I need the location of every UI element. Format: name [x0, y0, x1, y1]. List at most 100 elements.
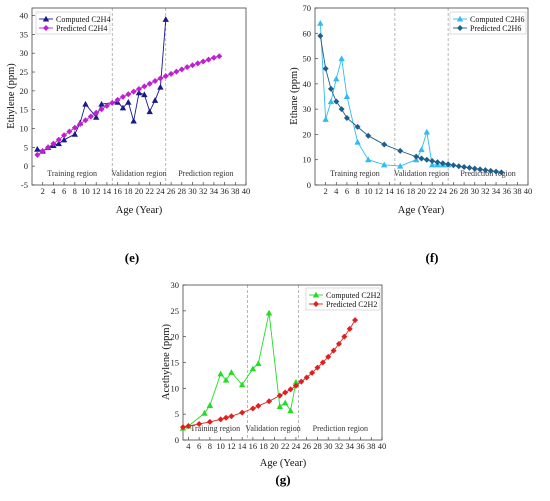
y-axis-label: Ethane (ppm) [289, 67, 300, 125]
data-point [381, 161, 388, 168]
y-tick-label: 20 [303, 129, 312, 139]
x-tick-label: 36 [220, 186, 229, 196]
x-tick-label: 36 [356, 441, 365, 451]
x-tick-label: 14 [238, 441, 247, 451]
y-tick-label: 10 [171, 383, 180, 393]
x-tick-label: 18 [124, 186, 133, 196]
data-point [130, 88, 137, 95]
data-point [423, 128, 431, 135]
data-point [265, 309, 273, 316]
data-point [206, 418, 213, 425]
x-tick-label: 38 [367, 441, 376, 451]
data-point [217, 416, 224, 423]
data-point [223, 414, 230, 421]
data-point [287, 386, 294, 393]
legend-label: Computed C2H6 [470, 15, 524, 24]
x-tick-label: 18 [407, 186, 416, 196]
data-point [335, 340, 342, 347]
x-tick-label: 30 [471, 186, 480, 196]
data-point [292, 382, 299, 389]
data-point [146, 108, 153, 115]
data-point [365, 156, 372, 163]
data-point [314, 364, 321, 371]
data-point [98, 100, 105, 107]
x-tick-label: 22 [145, 186, 154, 196]
data-point [487, 167, 494, 174]
x-tick-label: 34 [345, 441, 354, 451]
x-tick-label: 8 [208, 441, 212, 451]
x-tick-label: 30 [188, 186, 197, 196]
y-tick-label: 20 [171, 332, 180, 342]
data-point [50, 140, 57, 147]
data-point [287, 407, 294, 414]
x-tick-label: 12 [375, 186, 384, 196]
data-point [397, 147, 404, 154]
data-point [319, 359, 326, 366]
x-tick-label: 28 [313, 441, 322, 451]
x-tick-label: 26 [167, 186, 176, 196]
data-point [173, 68, 180, 75]
chart-g: 4 6 8 10 12 14 16 18 20 22 24 26 28 30 32 34 36 38 4005101… [161, 280, 386, 487]
x-tick-label: 38 [513, 186, 522, 196]
x-tick-label: 24 [156, 186, 165, 196]
x-tick-label: 40 [378, 441, 387, 451]
data-point [327, 98, 335, 105]
data-point [292, 378, 300, 385]
x-tick-label: 30 [324, 441, 333, 451]
legend-marker [313, 301, 319, 307]
figure-caption: (f) [426, 250, 439, 265]
data-point [322, 116, 329, 122]
data-point [157, 83, 164, 90]
data-point [325, 353, 332, 360]
data-point [184, 64, 191, 71]
data-point [125, 98, 132, 105]
y-tick-label: 60 [303, 28, 312, 38]
legend-box [35, 11, 111, 35]
y-axis-label: Ethylene (ppm) [6, 63, 17, 129]
region-label: Training region [47, 169, 97, 178]
data-point [471, 165, 478, 172]
data-point [343, 93, 351, 100]
plot-frame [31, 7, 247, 186]
data-point [114, 96, 121, 103]
series-computed-c2h2 [179, 309, 300, 431]
data-point [189, 62, 196, 69]
y-tick-label: 30 [171, 280, 180, 290]
x-tick-label: 10 [81, 186, 90, 196]
data-point [461, 164, 468, 171]
y-tick-label: 5 [24, 142, 28, 152]
data-point [217, 370, 224, 377]
data-point [327, 85, 334, 92]
data-point [34, 146, 41, 152]
data-point [206, 402, 214, 408]
data-point [228, 369, 235, 375]
chart-e: 2 4 6 8 10 12 14 16 18 20 22 24 26 28 30 32 34 36 38 40-505… [6, 7, 250, 265]
y-tick-label: 30 [20, 48, 29, 58]
x-tick-label: 38 [231, 186, 240, 196]
data-point [317, 32, 324, 39]
x-tick-label: 16 [113, 186, 122, 196]
data-point [60, 136, 68, 143]
data-point [434, 159, 441, 166]
data-point [455, 163, 462, 170]
x-tick-label: 26 [449, 186, 458, 196]
series-predicted-c2h6 [317, 32, 505, 176]
data-point [66, 128, 73, 135]
series-predicted-c2h4 [34, 53, 223, 158]
x-tick-label: 10 [364, 186, 373, 196]
data-point [185, 423, 192, 430]
y-tick-label: 25 [20, 67, 29, 77]
data-point [141, 83, 148, 90]
x-tick-label: 20 [135, 186, 144, 196]
y-axis-label: Acethylene (ppm) [161, 323, 172, 400]
y-tick-label: 50 [303, 54, 312, 64]
data-point [205, 56, 212, 63]
x-tick-label: 28 [460, 186, 469, 196]
figure-caption: (e) [125, 250, 139, 265]
data-point [82, 100, 89, 107]
data-point [309, 369, 316, 376]
y-tick-label: 0 [175, 435, 179, 445]
data-point [333, 98, 340, 105]
y-tick-label: 15 [171, 358, 180, 368]
